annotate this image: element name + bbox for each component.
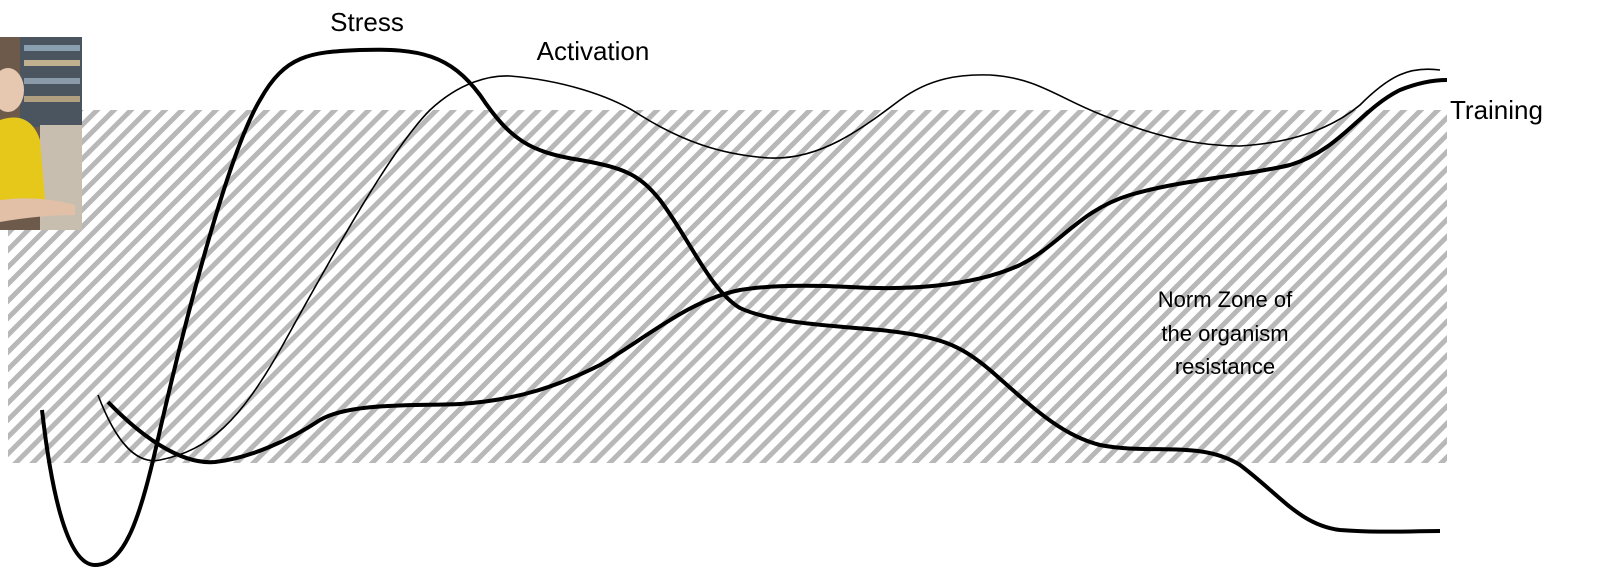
zone-label-line: the organism [1161,321,1288,346]
stress-curve [40,47,1441,568]
stress-label: Stress [330,7,404,37]
training-curve [106,78,1448,465]
norm-zone [8,110,1447,463]
activation-label: Activation [537,36,650,66]
photo [0,37,82,230]
zone-label-line: resistance [1175,354,1275,379]
zone-label-line: Norm Zone of [1158,287,1293,312]
training-label: Training [1450,95,1543,125]
activation-curve [97,68,1441,462]
